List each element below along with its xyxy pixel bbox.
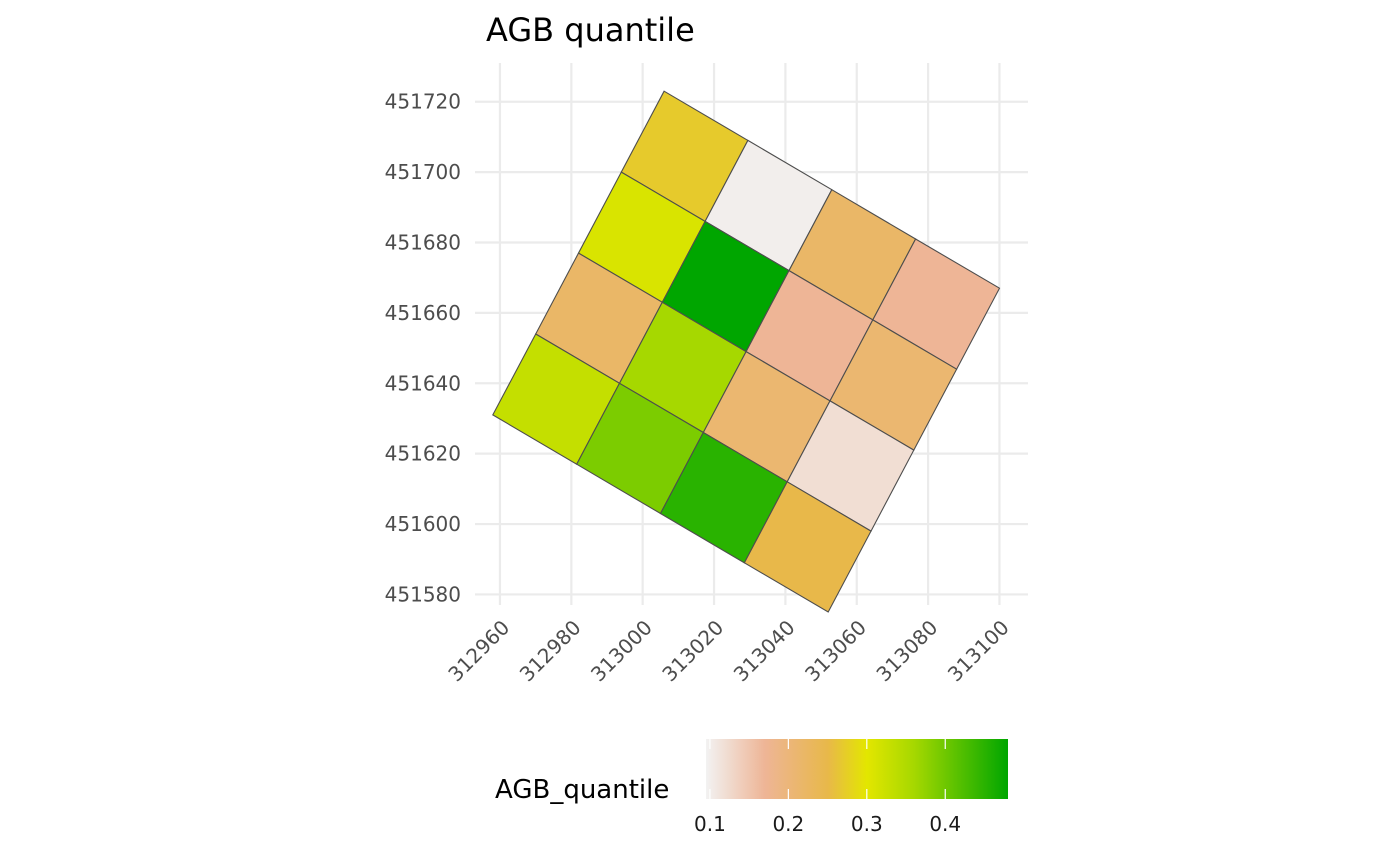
x-axis-ticks: 312960 312980 313000 313020 313040 313060 3130… bbox=[443, 615, 1013, 686]
cell-r3-c3 bbox=[743, 481, 872, 613]
legend-tick-label-1: 0.2 bbox=[772, 812, 804, 836]
y-tick-label-3: 451640 bbox=[385, 371, 461, 395]
x-tick-label-4: 313040 bbox=[729, 615, 800, 686]
y-tick-label-7: 451720 bbox=[385, 90, 461, 114]
x-tick-label-3: 313020 bbox=[657, 615, 728, 686]
legend-tick-label-0: 0.1 bbox=[694, 812, 726, 836]
x-tick-label-1: 312980 bbox=[515, 615, 586, 686]
x-tick-label-7: 313100 bbox=[943, 615, 1014, 686]
legend-tick-label-2: 0.3 bbox=[851, 812, 883, 836]
x-tick-label-2: 313000 bbox=[586, 615, 657, 686]
x-tick-label-6: 313080 bbox=[871, 615, 942, 686]
legend-title: AGB_quantile bbox=[495, 775, 669, 805]
x-tick-label-0: 312960 bbox=[443, 615, 514, 686]
legend-ticks: 0.1 0.2 0.3 0.4 bbox=[694, 739, 961, 836]
y-tick-label-6: 451700 bbox=[385, 160, 461, 184]
chart-title: AGB quantile bbox=[486, 11, 695, 49]
y-tick-label-0: 451580 bbox=[385, 582, 461, 606]
y-tick-label-4: 451660 bbox=[385, 301, 461, 325]
x-tick-label-5: 313060 bbox=[800, 615, 871, 686]
heatmap-cells bbox=[492, 90, 1001, 613]
color-legend: AGB_quantile 0.1 0.2 0.3 0.4 bbox=[495, 739, 1008, 836]
legend-color-bar bbox=[706, 739, 1008, 799]
y-axis-ticks: 451580 451600 451620 451640 451660 451680 4517… bbox=[385, 90, 461, 607]
y-tick-label-5: 451680 bbox=[385, 230, 461, 254]
y-tick-label-2: 451620 bbox=[385, 442, 461, 466]
y-tick-label-1: 451600 bbox=[385, 512, 461, 536]
legend-tick-label-3: 0.4 bbox=[929, 812, 961, 836]
